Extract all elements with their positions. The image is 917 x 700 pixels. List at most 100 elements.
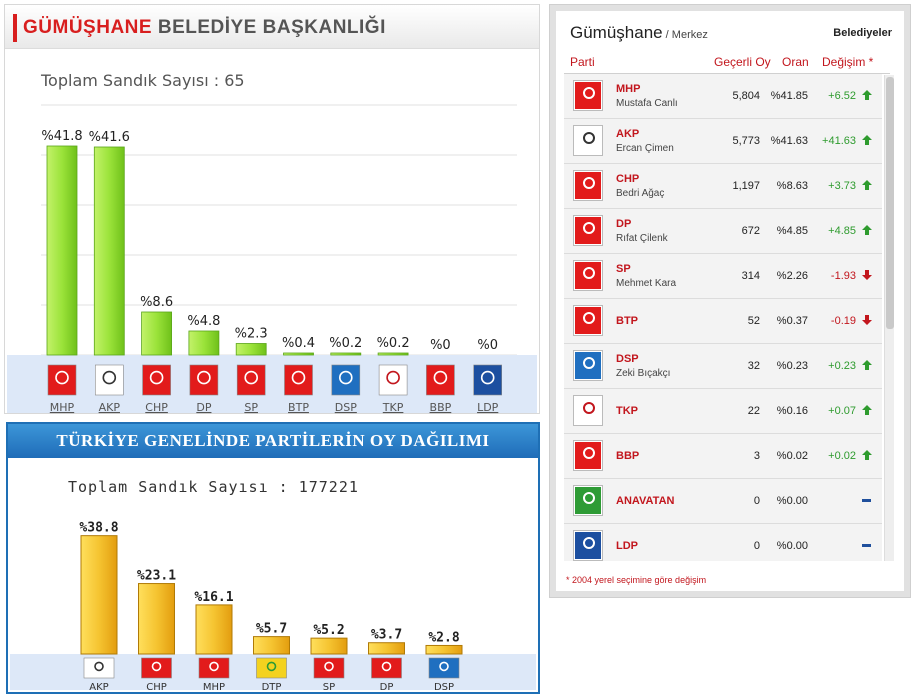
results-scrollbar[interactable] xyxy=(884,75,894,561)
logo-fill xyxy=(575,217,601,244)
party-name[interactable]: AKP xyxy=(616,128,640,140)
logo-fill xyxy=(575,487,601,514)
result-row-tkp[interactable]: TKP 22 %0.16 +0.07 xyxy=(564,389,882,434)
party-name[interactable]: MHP xyxy=(616,83,641,95)
tick-label-dp[interactable]: DP xyxy=(196,401,211,414)
party-name[interactable]: TKP xyxy=(616,405,638,417)
logo-emblem xyxy=(583,312,595,324)
logo-emblem xyxy=(583,87,595,99)
vote-ratio: %0.00 xyxy=(776,495,808,507)
results-panel: Gümüşhane / Merkez Belediyeler Parti Geç… xyxy=(549,4,911,598)
result-row-anavatan[interactable]: ANAVATAN 0 %0.00 xyxy=(564,479,882,524)
tick-label-bbp[interactable]: BBP xyxy=(430,401,452,414)
party-name[interactable]: BTP xyxy=(616,315,638,327)
bar-dp xyxy=(188,330,220,356)
logo-fill xyxy=(575,307,601,334)
valid-votes: 32 xyxy=(747,360,760,372)
tick-label-ldp[interactable]: LDP xyxy=(477,401,499,414)
vote-ratio: %0.37 xyxy=(776,315,808,327)
value-label-dp: %4.8 xyxy=(187,314,220,329)
result-row-akp[interactable]: AKP Ercan Çimen 5,773 %41.63 +41.63 xyxy=(564,119,882,164)
logo-dsp-icon xyxy=(428,657,460,679)
tick-label-dsp: DSP xyxy=(434,682,454,692)
bar-akp xyxy=(80,535,118,655)
logo-emblem xyxy=(583,537,595,549)
value-label-tkp: %0.2 xyxy=(377,336,410,351)
logo-dp-icon xyxy=(371,657,402,679)
result-row-mhp[interactable]: MHP Mustafa Canlı 5,804 %41.85 +6.52 xyxy=(564,74,882,119)
logo-akp-icon xyxy=(95,364,124,396)
vote-change: +0.23 xyxy=(828,360,856,372)
bar-chp xyxy=(141,311,173,356)
scrollbar-thumb[interactable] xyxy=(886,77,894,329)
party-logo-ldp-icon xyxy=(573,530,603,561)
party-name[interactable]: CHP xyxy=(616,173,640,185)
col-ratio: Oran xyxy=(782,55,809,69)
party-name[interactable]: BBP xyxy=(616,450,640,462)
logo-dsp-icon xyxy=(331,364,361,396)
result-row-dp[interactable]: DP Rıfat Çilenk 672 %4.85 +4.85 xyxy=(564,209,882,254)
tick-label-btp[interactable]: BTP xyxy=(288,401,309,414)
tick-label-tkp[interactable]: TKP xyxy=(382,401,404,414)
logo-emblem xyxy=(583,222,595,234)
title-city: GÜMÜŞHANE xyxy=(23,17,153,38)
value-label-chp: %23.1 xyxy=(137,569,176,584)
logo-emblem xyxy=(583,447,595,459)
party-name[interactable]: ANAVATAN xyxy=(616,495,675,507)
vote-ratio: %0.23 xyxy=(776,360,808,372)
tick-label-sp[interactable]: SP xyxy=(244,401,258,414)
party-logo-mhp-icon xyxy=(573,80,603,111)
party-logo-anavatan-icon xyxy=(573,485,603,516)
municipal-ballot-count: Toplam Sandık Sayısı : 65 xyxy=(41,71,245,90)
logo-emblem xyxy=(583,267,595,279)
logo-bbp-icon xyxy=(426,364,455,396)
party-name[interactable]: DSP xyxy=(616,353,639,365)
vote-ratio: %0.16 xyxy=(776,405,808,417)
result-row-chp[interactable]: CHP Bedri Ağaç 1,197 %8.63 +3.73 xyxy=(564,164,882,209)
party-logo-tkp-icon xyxy=(573,395,603,426)
result-row-btp[interactable]: BTP 52 %0.37 -0.19 xyxy=(564,299,882,344)
tick-label-mhp[interactable]: MHP xyxy=(50,401,75,414)
logo-fill xyxy=(575,352,601,379)
valid-votes: 5,773 xyxy=(732,135,760,147)
candidate-name: Rıfat Çilenk xyxy=(616,233,668,244)
logo-emblem xyxy=(583,132,595,144)
result-row-dsp[interactable]: DSP Zeki Bıçakçı 32 %0.23 +0.23 xyxy=(564,344,882,389)
vote-change: -1.93 xyxy=(830,270,856,282)
value-label-sp: %5.2 xyxy=(313,623,344,638)
candidate-name: Zeki Bıçakçı xyxy=(616,368,671,379)
logo-akp-icon xyxy=(83,657,115,679)
party-name[interactable]: LDP xyxy=(616,540,638,552)
bar-akp xyxy=(93,146,125,356)
party-name[interactable]: SP xyxy=(616,263,631,275)
tick-label-dsp[interactable]: DSP xyxy=(335,401,357,414)
party-logo-bbp-icon xyxy=(573,440,603,471)
result-row-sp[interactable]: SP Mehmet Kara 314 %2.26 -1.93 xyxy=(564,254,882,299)
party-name[interactable]: DP xyxy=(616,218,632,230)
result-row-ldp[interactable]: LDP 0 %0.00 xyxy=(564,524,882,561)
vote-ratio: %41.85 xyxy=(770,90,808,102)
valid-votes: 5,804 xyxy=(732,90,760,102)
results-district: / Merkez xyxy=(662,29,708,41)
value-label-chp: %8.6 xyxy=(140,295,173,310)
party-logo-dp-icon xyxy=(573,215,603,246)
tab-municipalities[interactable]: Belediyeler xyxy=(833,27,892,39)
col-change: Değişim * xyxy=(822,55,874,69)
col-valid-votes: Geçerli Oy xyxy=(714,55,771,69)
logo-fill xyxy=(575,82,601,109)
tick-label-chp[interactable]: CHP xyxy=(145,401,168,414)
logo-mhp-icon xyxy=(198,657,230,679)
bar-sp xyxy=(310,637,348,655)
vote-change: +41.63 xyxy=(822,135,856,147)
bar-mhp xyxy=(46,145,78,356)
bar-dp xyxy=(368,642,405,655)
logo-fill xyxy=(575,172,601,199)
tick-label-mhp: MHP xyxy=(203,682,225,692)
results-list[interactable]: MHP Mustafa Canlı 5,804 %41.85 +6.52 AKP Ercan… xyxy=(564,73,890,561)
result-row-bbp[interactable]: BBP 3 %0.02 +0.02 xyxy=(564,434,882,479)
vote-ratio: %2.26 xyxy=(776,270,808,282)
tick-label-akp[interactable]: AKP xyxy=(99,401,121,414)
results-inner: Gümüşhane / Merkez Belediyeler Parti Geç… xyxy=(556,11,904,591)
arrow-up-icon xyxy=(862,225,872,235)
municipal-chart-title: GÜMÜŞHANE BELEDİYE BAŞKANLIĞI xyxy=(23,17,386,39)
